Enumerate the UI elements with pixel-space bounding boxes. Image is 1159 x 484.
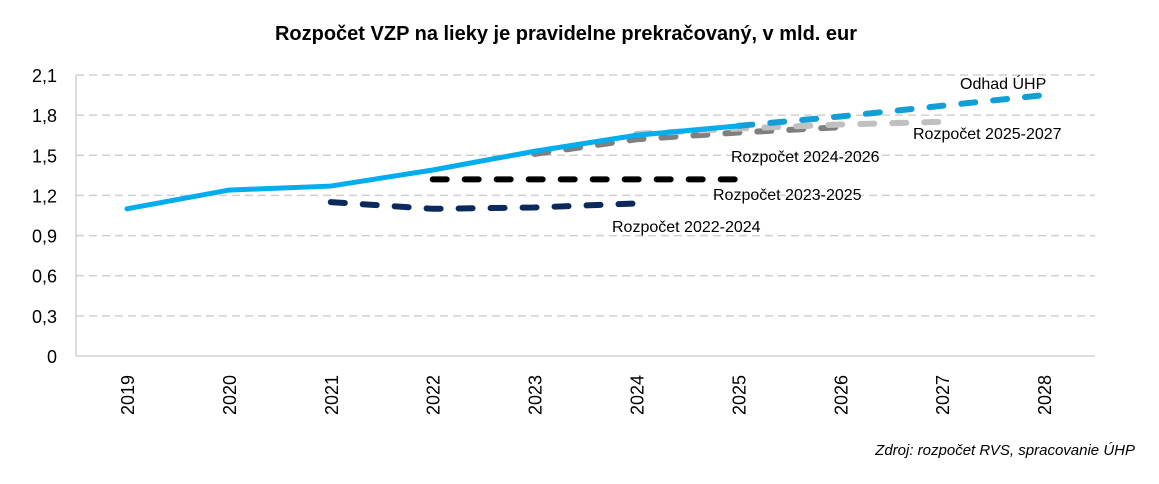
source-note: Zdroj: rozpočet RVS, spracovanie ÚHP: [874, 442, 1135, 459]
y-tick-label: 2,1: [32, 66, 57, 86]
series-line-actual: [124, 123, 741, 212]
y-tick-label: 1,5: [32, 146, 57, 166]
x-tick-label: 2024: [628, 375, 648, 415]
y-tick-label: 0,9: [32, 227, 57, 247]
x-tick-label: 2026: [831, 375, 851, 415]
series-line-rozpo-et-2022-2024: [327, 199, 640, 212]
series-label: Rozpočet 2024-2026: [731, 149, 880, 166]
x-tick-label: 2022: [424, 375, 444, 415]
x-tick-label: 2023: [526, 375, 546, 415]
y-tick-label: 0,3: [32, 307, 57, 327]
series-line-rozpo-et-2024-2026: [531, 124, 844, 157]
x-tick-label: 2025: [729, 375, 749, 415]
x-tick-label: 2028: [1035, 375, 1055, 415]
chart-title: Rozpočet VZP na lieky je pravidelne prek…: [275, 23, 857, 45]
y-tick-label: 1,8: [32, 106, 57, 126]
y-tick-label: 0: [47, 347, 57, 367]
y-tick-label: 0,6: [32, 267, 57, 287]
series-label: Odhad ÚHP: [960, 74, 1046, 93]
x-tick-label: 2027: [933, 375, 953, 415]
y-tick-label: 1,2: [32, 186, 57, 206]
series-label: Rozpočet 2023-2025: [713, 187, 862, 204]
x-tick-label: 2019: [118, 375, 138, 415]
x-tick-label: 2021: [322, 375, 342, 415]
series-line-rozpo-et-2025-2027: [633, 118, 946, 137]
series-label: Rozpočet 2022-2024: [612, 219, 761, 236]
series-label: Rozpočet 2025-2027: [913, 126, 1062, 143]
series-line-odhad-hp: [735, 92, 1048, 129]
x-tick-label: 2020: [220, 375, 240, 415]
